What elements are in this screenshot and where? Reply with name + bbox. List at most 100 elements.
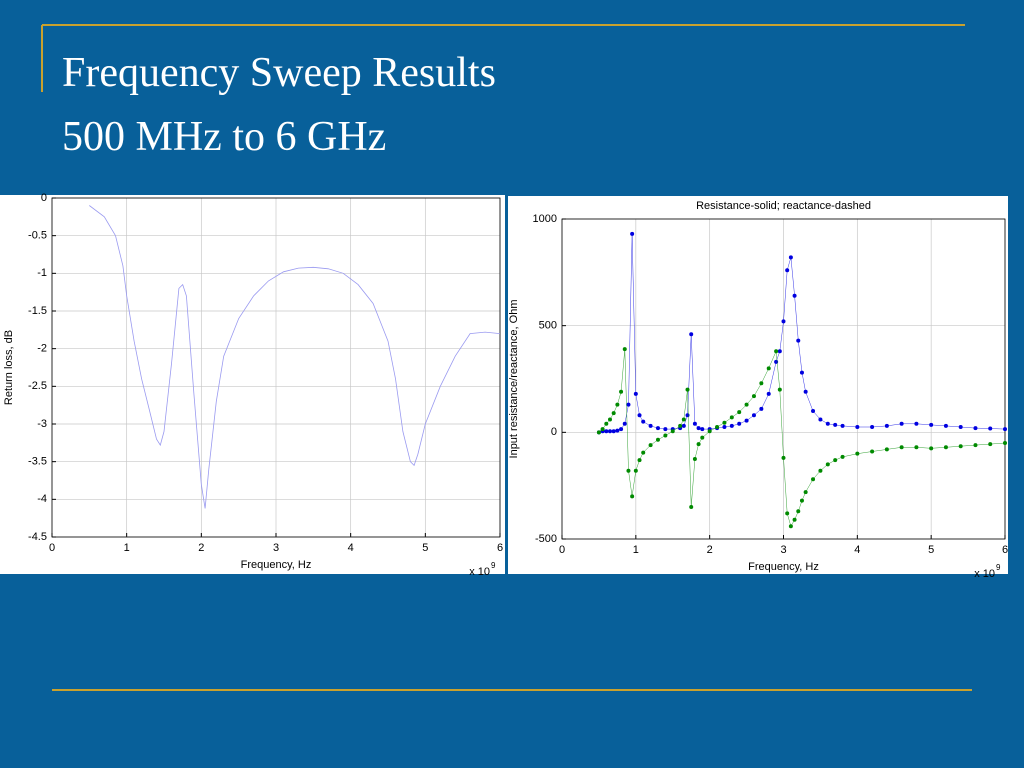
data-point [689,505,694,509]
chart-panel [508,196,1008,574]
data-point [637,458,642,463]
data-point [766,366,771,371]
data-point [792,517,797,522]
data-point [626,402,631,407]
data-point [596,430,601,435]
data-point [663,433,668,438]
data-point [604,429,609,434]
y-tick-label: -3.5 [28,456,47,468]
data-point [707,429,712,434]
data-point [604,421,609,426]
data-point [737,421,742,426]
data-point [840,423,845,428]
series-line [598,233,1006,433]
data-point [777,387,782,392]
axis-multiplier-exponent: 9 [491,561,496,570]
data-point [788,255,793,260]
data-point [988,442,993,447]
data-point [655,437,660,442]
data-point [833,458,838,463]
data-point [737,410,742,415]
data-point [811,409,816,413]
data-point [692,421,697,426]
data-point [655,426,660,431]
data-point [825,421,830,426]
data-point [630,494,635,499]
axis-multiplier: x 10 [469,566,490,578]
data-point [777,349,782,354]
y-tick-label: -4.5 [28,531,47,543]
y-axis-label: Return loss, dB [3,330,15,405]
data-point [803,389,808,394]
x-tick-label: 1 [633,544,639,556]
data-point [700,427,705,432]
x-tick-label: 6 [1002,544,1008,556]
data-point [870,449,875,454]
data-point [833,422,838,427]
data-point [884,447,889,452]
data-point [622,347,627,352]
data-point [744,418,749,423]
data-point [914,445,919,450]
data-point [929,446,934,451]
chart-panel [0,195,505,574]
data-point [678,423,683,428]
x-tick-label: 0 [559,544,565,556]
chart-title: Resistance-solid; reactance-dashed [696,200,871,212]
data-point [803,490,808,495]
y-tick-label: -3 [37,418,47,430]
data-point [870,425,875,429]
data-point [785,511,790,516]
y-axis-label: Input resistance/reactance, Ohm [508,300,520,459]
x-tick-label: 4 [854,544,860,556]
data-point [899,421,904,426]
data-point [670,429,675,434]
y-tick-label: -2 [37,343,47,355]
y-tick-label: -4 [37,493,47,505]
data-point [622,421,627,426]
axis-multiplier: x 10 [974,568,995,580]
data-point [696,442,701,447]
x-tick-label: 1 [124,542,130,554]
data-point [766,391,771,396]
data-point [988,426,993,431]
x-tick-label: 3 [273,542,279,554]
data-point [855,451,860,456]
y-tick-label: -1.5 [28,305,47,317]
data-point [619,427,624,432]
data-point [615,402,620,407]
data-point [641,419,646,424]
data-point [648,423,653,428]
data-point [692,457,697,461]
y-tick-label: 0 [41,192,47,204]
data-point [781,319,786,324]
data-point [929,422,934,427]
data-point [781,455,786,460]
data-point [811,477,816,482]
data-point [729,423,734,428]
data-point [681,417,686,422]
data-point [774,359,779,364]
x-tick-label: 5 [422,542,428,554]
data-point [744,402,749,407]
plot-frame [561,218,1006,540]
data-point [615,428,620,433]
data-point [1003,427,1007,432]
data-point [751,413,756,418]
series-line [598,349,1006,527]
x-tick-label: 5 [928,544,934,556]
data-point [722,420,727,425]
data-point [899,445,904,450]
x-tick-label: 0 [49,542,55,554]
x-axis-label: Frequency, Hz [748,561,819,573]
series-line [89,205,501,509]
data-point [685,413,690,418]
data-point [958,425,963,429]
data-point [825,462,830,467]
data-point [637,413,642,418]
x-tick-label: 4 [348,542,354,554]
data-point [785,268,790,273]
x-tick-label: 2 [198,542,204,554]
data-point [818,417,823,422]
data-point [611,411,616,416]
